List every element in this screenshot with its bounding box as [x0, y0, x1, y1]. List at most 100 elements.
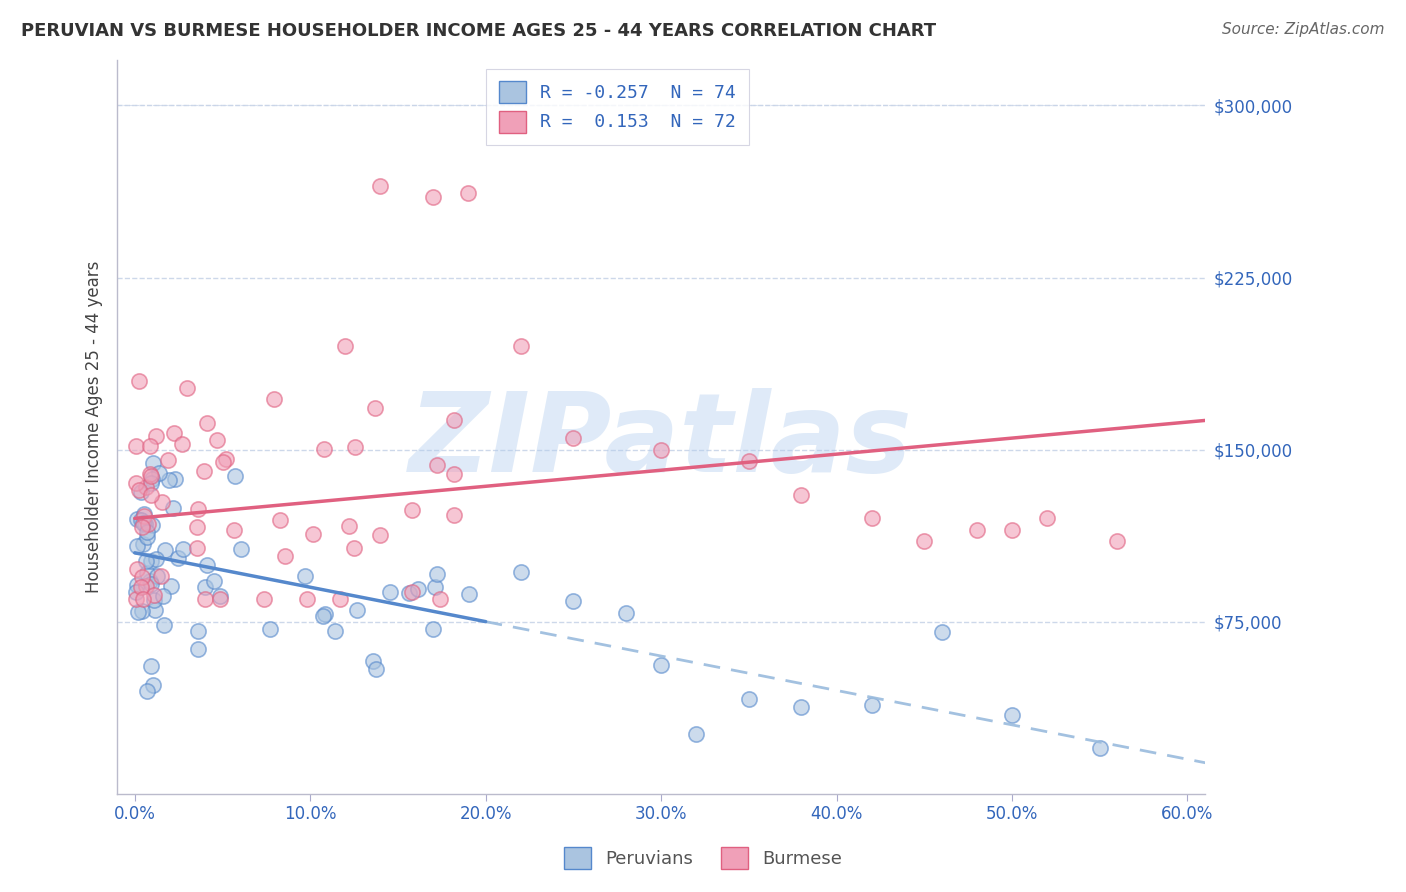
Point [323, 624, 346, 639]
Point [143, 602, 166, 616]
Point [125, 578, 148, 592]
Point [139, 439, 162, 453]
Point [1001, 708, 1024, 723]
Point [329, 591, 352, 606]
Point [931, 625, 953, 640]
Point [205, 433, 228, 447]
Point [790, 488, 813, 502]
Point [187, 502, 209, 516]
Point [195, 558, 218, 573]
Text: ZIPatlas: ZIPatlas [409, 388, 912, 495]
Point [229, 541, 252, 556]
Point [370, 178, 392, 193]
Point [426, 458, 449, 472]
Point [139, 554, 162, 568]
Point [145, 552, 167, 566]
Point [145, 429, 167, 443]
Point [187, 624, 209, 638]
Point [157, 473, 180, 487]
Point [156, 452, 179, 467]
Point [364, 662, 387, 676]
Point [132, 536, 155, 550]
Point [443, 467, 465, 481]
Point [139, 476, 162, 491]
Point [128, 605, 150, 619]
Point [136, 566, 159, 580]
Point [160, 579, 183, 593]
Point [143, 593, 166, 607]
Point [142, 456, 165, 470]
Point [215, 451, 238, 466]
Point [131, 604, 153, 618]
Point [346, 603, 368, 617]
Point [131, 570, 153, 584]
Point [335, 339, 357, 353]
Point [269, 513, 291, 527]
Point [685, 727, 707, 741]
Point [368, 527, 391, 541]
Point [186, 541, 208, 555]
Point [295, 591, 318, 606]
Y-axis label: Householder Income Ages 25 - 44 years: Householder Income Ages 25 - 44 years [86, 260, 103, 593]
Point [378, 584, 401, 599]
Point [186, 520, 208, 534]
Point [443, 413, 465, 427]
Point [912, 534, 935, 549]
Point [398, 586, 420, 600]
Point [263, 392, 285, 407]
Point [274, 549, 297, 564]
Point [738, 691, 761, 706]
Point [134, 509, 156, 524]
Point [337, 519, 360, 533]
Point [253, 591, 276, 606]
Text: PERUVIAN VS BURMESE HOUSEHOLDER INCOME AGES 25 - 44 YEARS CORRELATION CHART: PERUVIAN VS BURMESE HOUSEHOLDER INCOME A… [21, 22, 936, 40]
Point [194, 591, 217, 606]
Point [136, 516, 159, 531]
Point [131, 520, 153, 534]
Point [790, 700, 813, 714]
Point [125, 439, 148, 453]
Point [509, 566, 531, 580]
Point [860, 511, 883, 525]
Point [134, 517, 156, 532]
Point [211, 454, 233, 468]
Point [1088, 740, 1111, 755]
Point [135, 579, 157, 593]
Point [176, 381, 198, 395]
Point [650, 657, 672, 672]
Point [129, 513, 152, 527]
Point [966, 523, 988, 537]
Point [132, 591, 155, 606]
Point [150, 495, 173, 509]
Point [125, 539, 148, 553]
Point [132, 516, 155, 530]
Point [128, 375, 150, 389]
Point [1107, 534, 1129, 549]
Point [153, 543, 176, 558]
Point [860, 698, 883, 712]
Point [408, 582, 430, 597]
Point [194, 580, 217, 594]
Point [163, 426, 186, 441]
Point [129, 485, 152, 500]
Point [222, 523, 245, 537]
Point [209, 590, 232, 604]
Point [128, 483, 150, 497]
Point [422, 622, 444, 636]
Point [208, 591, 231, 606]
Point [135, 530, 157, 544]
Point [141, 658, 163, 673]
Point [312, 442, 335, 457]
Point [166, 550, 188, 565]
Point [363, 654, 385, 668]
Point [422, 190, 444, 204]
Point [127, 562, 149, 576]
Point [364, 401, 387, 415]
Point [650, 442, 672, 457]
Point [163, 472, 186, 486]
Legend: R = -0.257  N = 74, R =  0.153  N = 72: R = -0.257 N = 74, R = 0.153 N = 72 [486, 69, 749, 145]
Point [193, 464, 215, 478]
Point [425, 581, 447, 595]
Point [162, 500, 184, 515]
Point [1036, 511, 1059, 525]
